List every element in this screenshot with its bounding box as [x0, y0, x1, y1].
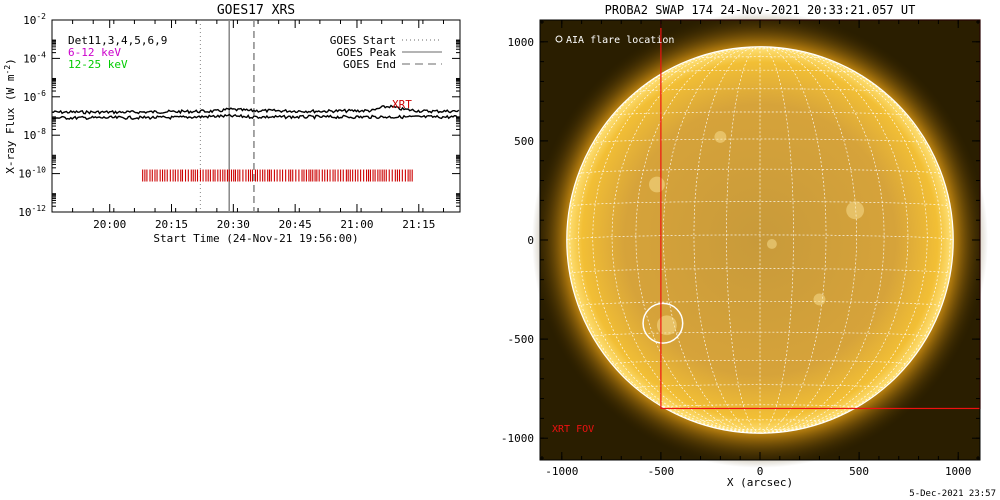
- solar-limb: [566, 46, 954, 434]
- latitude-line: [569, 268, 951, 274]
- x-tick-label: -500: [648, 465, 675, 478]
- image-x-axis-label: X (arcsec): [727, 476, 793, 489]
- active-region: [714, 130, 727, 143]
- longitude-line: [759, 46, 942, 434]
- latitude-line: [569, 201, 951, 207]
- x-axis: 20:00 20:15 20:30 20:45 21:00 21:15: [51, 20, 445, 231]
- longitude-line: [759, 46, 928, 434]
- plot-frame: [51, 19, 461, 213]
- aia-legend-symbol: [555, 35, 563, 43]
- longitude-line: [759, 46, 909, 434]
- active-region: [766, 239, 777, 249]
- longitude-line: [759, 46, 951, 434]
- y-tick-label: 10-4: [23, 50, 46, 65]
- xrt-fov-label: XRT FOV: [552, 424, 594, 435]
- active-region: [846, 201, 865, 220]
- longitude-line: [611, 46, 761, 434]
- y-tick-label: 10-12: [18, 204, 46, 219]
- x-tick-label: 20:45: [279, 218, 312, 231]
- goes-xrs-chart: GOES17 XRS 10-2 10-4 10-6 10-8 10-10 10-12 20…: [3, 3, 461, 245]
- longitude-line: [663, 46, 761, 434]
- active-region: [656, 315, 677, 336]
- longitude-line: [569, 46, 761, 434]
- aia-flare-circle: [642, 302, 684, 344]
- longitude-line: [635, 46, 761, 434]
- active-region: [813, 293, 826, 306]
- flux-line-1: [51, 113, 459, 121]
- longitude-line: [759, 46, 857, 434]
- legend-entry: GOES End: [343, 58, 396, 71]
- footer-date: 5-Dec-2021 23:57: [909, 489, 996, 499]
- x-tick-label: 21:00: [340, 218, 373, 231]
- heliographic-grid: [566, 46, 954, 434]
- image-title: PROBA2 SWAP 174 24-Nov-2021 20:33:21.057…: [605, 3, 916, 17]
- latitude-line: [663, 69, 857, 73]
- x-tick-label: 0: [757, 465, 764, 478]
- xrt-observation-bars: [142, 169, 413, 182]
- longitude-line: [693, 46, 761, 434]
- legend-entry: 12-25 keV: [68, 58, 128, 71]
- y-tick-label: -1000: [501, 432, 534, 445]
- longitude-line: [759, 46, 827, 434]
- x-axis-label: Start Time (24-Nov-21 19:56:00): [153, 232, 358, 245]
- y-tick-label: 500: [514, 135, 534, 148]
- xrt-label: XRT: [392, 98, 412, 111]
- longitude-line: [726, 46, 761, 434]
- x-tick-label: 20:00: [93, 218, 126, 231]
- legend-entry: 6-12 keV: [68, 46, 121, 59]
- y-tick-label: 0: [527, 234, 534, 247]
- flux-series: [51, 104, 460, 121]
- x-tick-label: 21:15: [402, 218, 435, 231]
- legend-entry: GOES Start: [330, 34, 396, 47]
- y-axis: 10-2 10-4 10-6 10-8 10-10 10-12: [18, 12, 460, 219]
- image-y-axis: 1000 500 0 -500 -1000: [501, 21, 980, 459]
- y-tick-label: 10-6: [23, 89, 46, 104]
- latitude-line: [693, 419, 827, 422]
- legend-entry: Det11,3,4,5,6,9: [68, 34, 167, 47]
- flux-line-0: [51, 104, 460, 115]
- y-tick-label: 10-8: [23, 127, 46, 142]
- x-tick-label: 20:15: [155, 218, 188, 231]
- active-region: [649, 176, 665, 193]
- longitude-line: [578, 46, 761, 434]
- x-tick-label: 20:30: [217, 218, 250, 231]
- y-tick-label: 10-2: [23, 12, 46, 27]
- y-tick-label: 10-10: [18, 166, 46, 181]
- y-tick-label: -500: [508, 333, 535, 346]
- legend-entry: GOES Peak: [336, 46, 396, 59]
- chart-title: GOES17 XRS: [217, 3, 295, 18]
- image-x-axis: -1000 -500 0 500 1000: [541, 20, 979, 478]
- x-tick-label: -1000: [545, 465, 578, 478]
- longitude-line: [592, 46, 761, 434]
- y-axis-label: X-ray Flux (W m-2): [3, 58, 17, 174]
- aia-legend-label: AIA flare location: [566, 35, 674, 46]
- x-tick-label: 1000: [945, 465, 972, 478]
- y-tick-label: 1000: [508, 36, 535, 49]
- longitude-line: [759, 46, 885, 434]
- x-tick-label: 500: [849, 465, 869, 478]
- longitude-line: [759, 46, 794, 434]
- swap-image-panel: PROBA2 SWAP 174 24-Nov-2021 20:33:21.057…: [501, 3, 989, 489]
